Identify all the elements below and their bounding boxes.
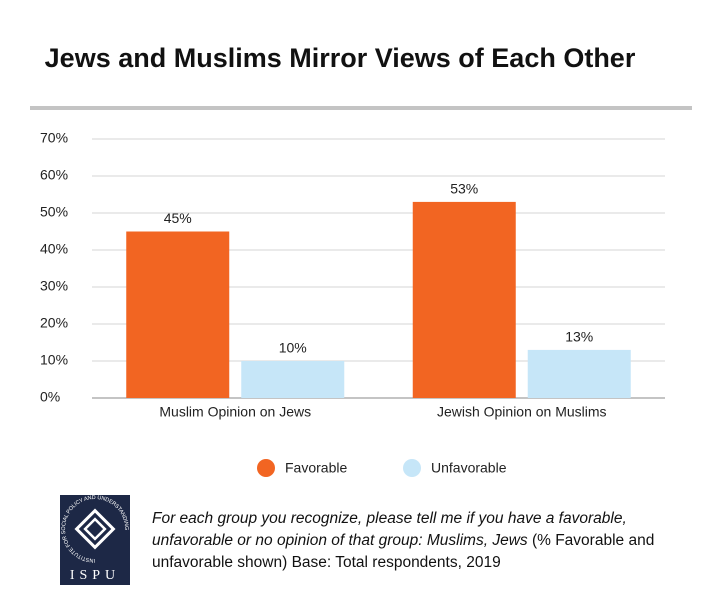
y-tick-label: 30%: [40, 278, 68, 294]
logo-name: ISPU: [70, 568, 120, 583]
legend-label: Favorable: [285, 460, 347, 476]
bar: [126, 231, 230, 398]
x-tick-label: Muslim Opinion on Jews: [159, 404, 311, 420]
bar: [241, 361, 345, 398]
logo-diamond-inner: [83, 517, 107, 541]
y-tick-label: 0%: [40, 389, 60, 405]
y-tick-label: 10%: [40, 352, 68, 368]
y-tick-label: 60%: [40, 167, 68, 183]
bar: [412, 201, 516, 398]
logo: INSTITUTE FOR SOCIAL POLICY AND UNDERSTA…: [60, 495, 130, 585]
footnote: For each group you recognize, please tel…: [152, 508, 692, 574]
value-label: 53%: [450, 181, 478, 197]
y-tick-label: 50%: [40, 204, 68, 220]
note-base: (% Favorable and unfavorable shown) Base…: [152, 532, 655, 571]
title-rule: [30, 106, 692, 110]
chart-title: Jews and Muslims Mirror Views of Each Ot…: [45, 43, 636, 73]
legend-label: Unfavorable: [431, 460, 507, 476]
value-label: 10%: [279, 340, 307, 356]
legend-swatch: [403, 459, 421, 477]
value-label: 45%: [164, 210, 192, 226]
y-tick-label: 70%: [40, 130, 68, 146]
legend-swatch: [257, 459, 275, 477]
value-label: 13%: [565, 329, 593, 345]
note-question: For each group you recognize, please tel…: [152, 510, 627, 549]
y-tick-label: 20%: [40, 315, 68, 331]
logo-diamond: [74, 508, 116, 550]
x-tick-label: Jewish Opinion on Muslims: [437, 404, 607, 420]
bar: [527, 349, 631, 398]
y-tick-label: 40%: [40, 241, 68, 257]
